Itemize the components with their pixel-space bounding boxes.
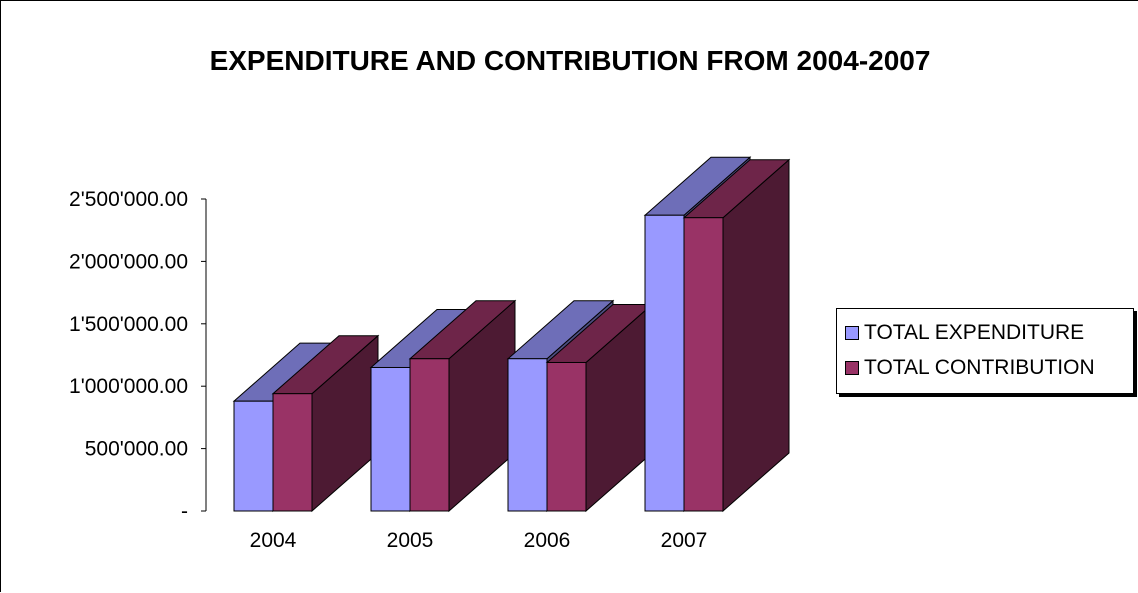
bar-side-face [722,158,790,513]
bar-total-contribution-2004 [272,393,313,512]
legend-item-expenditure: TOTAL EXPENDITURE [845,318,1084,348]
y-tick-label: 2'500'000.00 [69,188,188,211]
bar-total-contribution-2005 [409,358,450,512]
chart-title: EXPENDITURE AND CONTRIBUTION FROM 2004-2… [209,45,931,76]
x-tick-label: 2007 [661,529,708,552]
x-tick-label: 2004 [250,529,297,552]
y-tick-label: 500'000.00 [85,438,188,461]
legend-label-expenditure: TOTAL EXPENDITURE [864,321,1085,344]
bar-total-contribution-2007 [683,217,724,512]
y-tick-label: - [181,500,188,523]
bar-total-expenditure-2007 [644,214,685,512]
legend-label-contribution: TOTAL CONTRIBUTION [864,356,1095,379]
x-tick-label: 2006 [524,529,571,552]
x-tick-label: 2005 [387,529,434,552]
y-tick-label: 2'000'000.00 [69,250,188,273]
y-tick-label: 1'500'000.00 [69,313,188,336]
legend-swatch-expenditure [845,326,859,340]
y-tick-label: 1'000'000.00 [69,375,188,398]
bar-total-expenditure-2006 [507,358,548,512]
bar-total-expenditure-2005 [370,366,411,512]
legend-item-contribution: TOTAL CONTRIBUTION [845,353,1095,383]
chart-legend: TOTAL EXPENDITURE TOTAL CONTRIBUTION [836,308,1134,394]
bar-total-contribution-2006 [546,361,587,512]
bar-total-expenditure-2004 [233,400,274,512]
legend-swatch-contribution [845,361,859,375]
